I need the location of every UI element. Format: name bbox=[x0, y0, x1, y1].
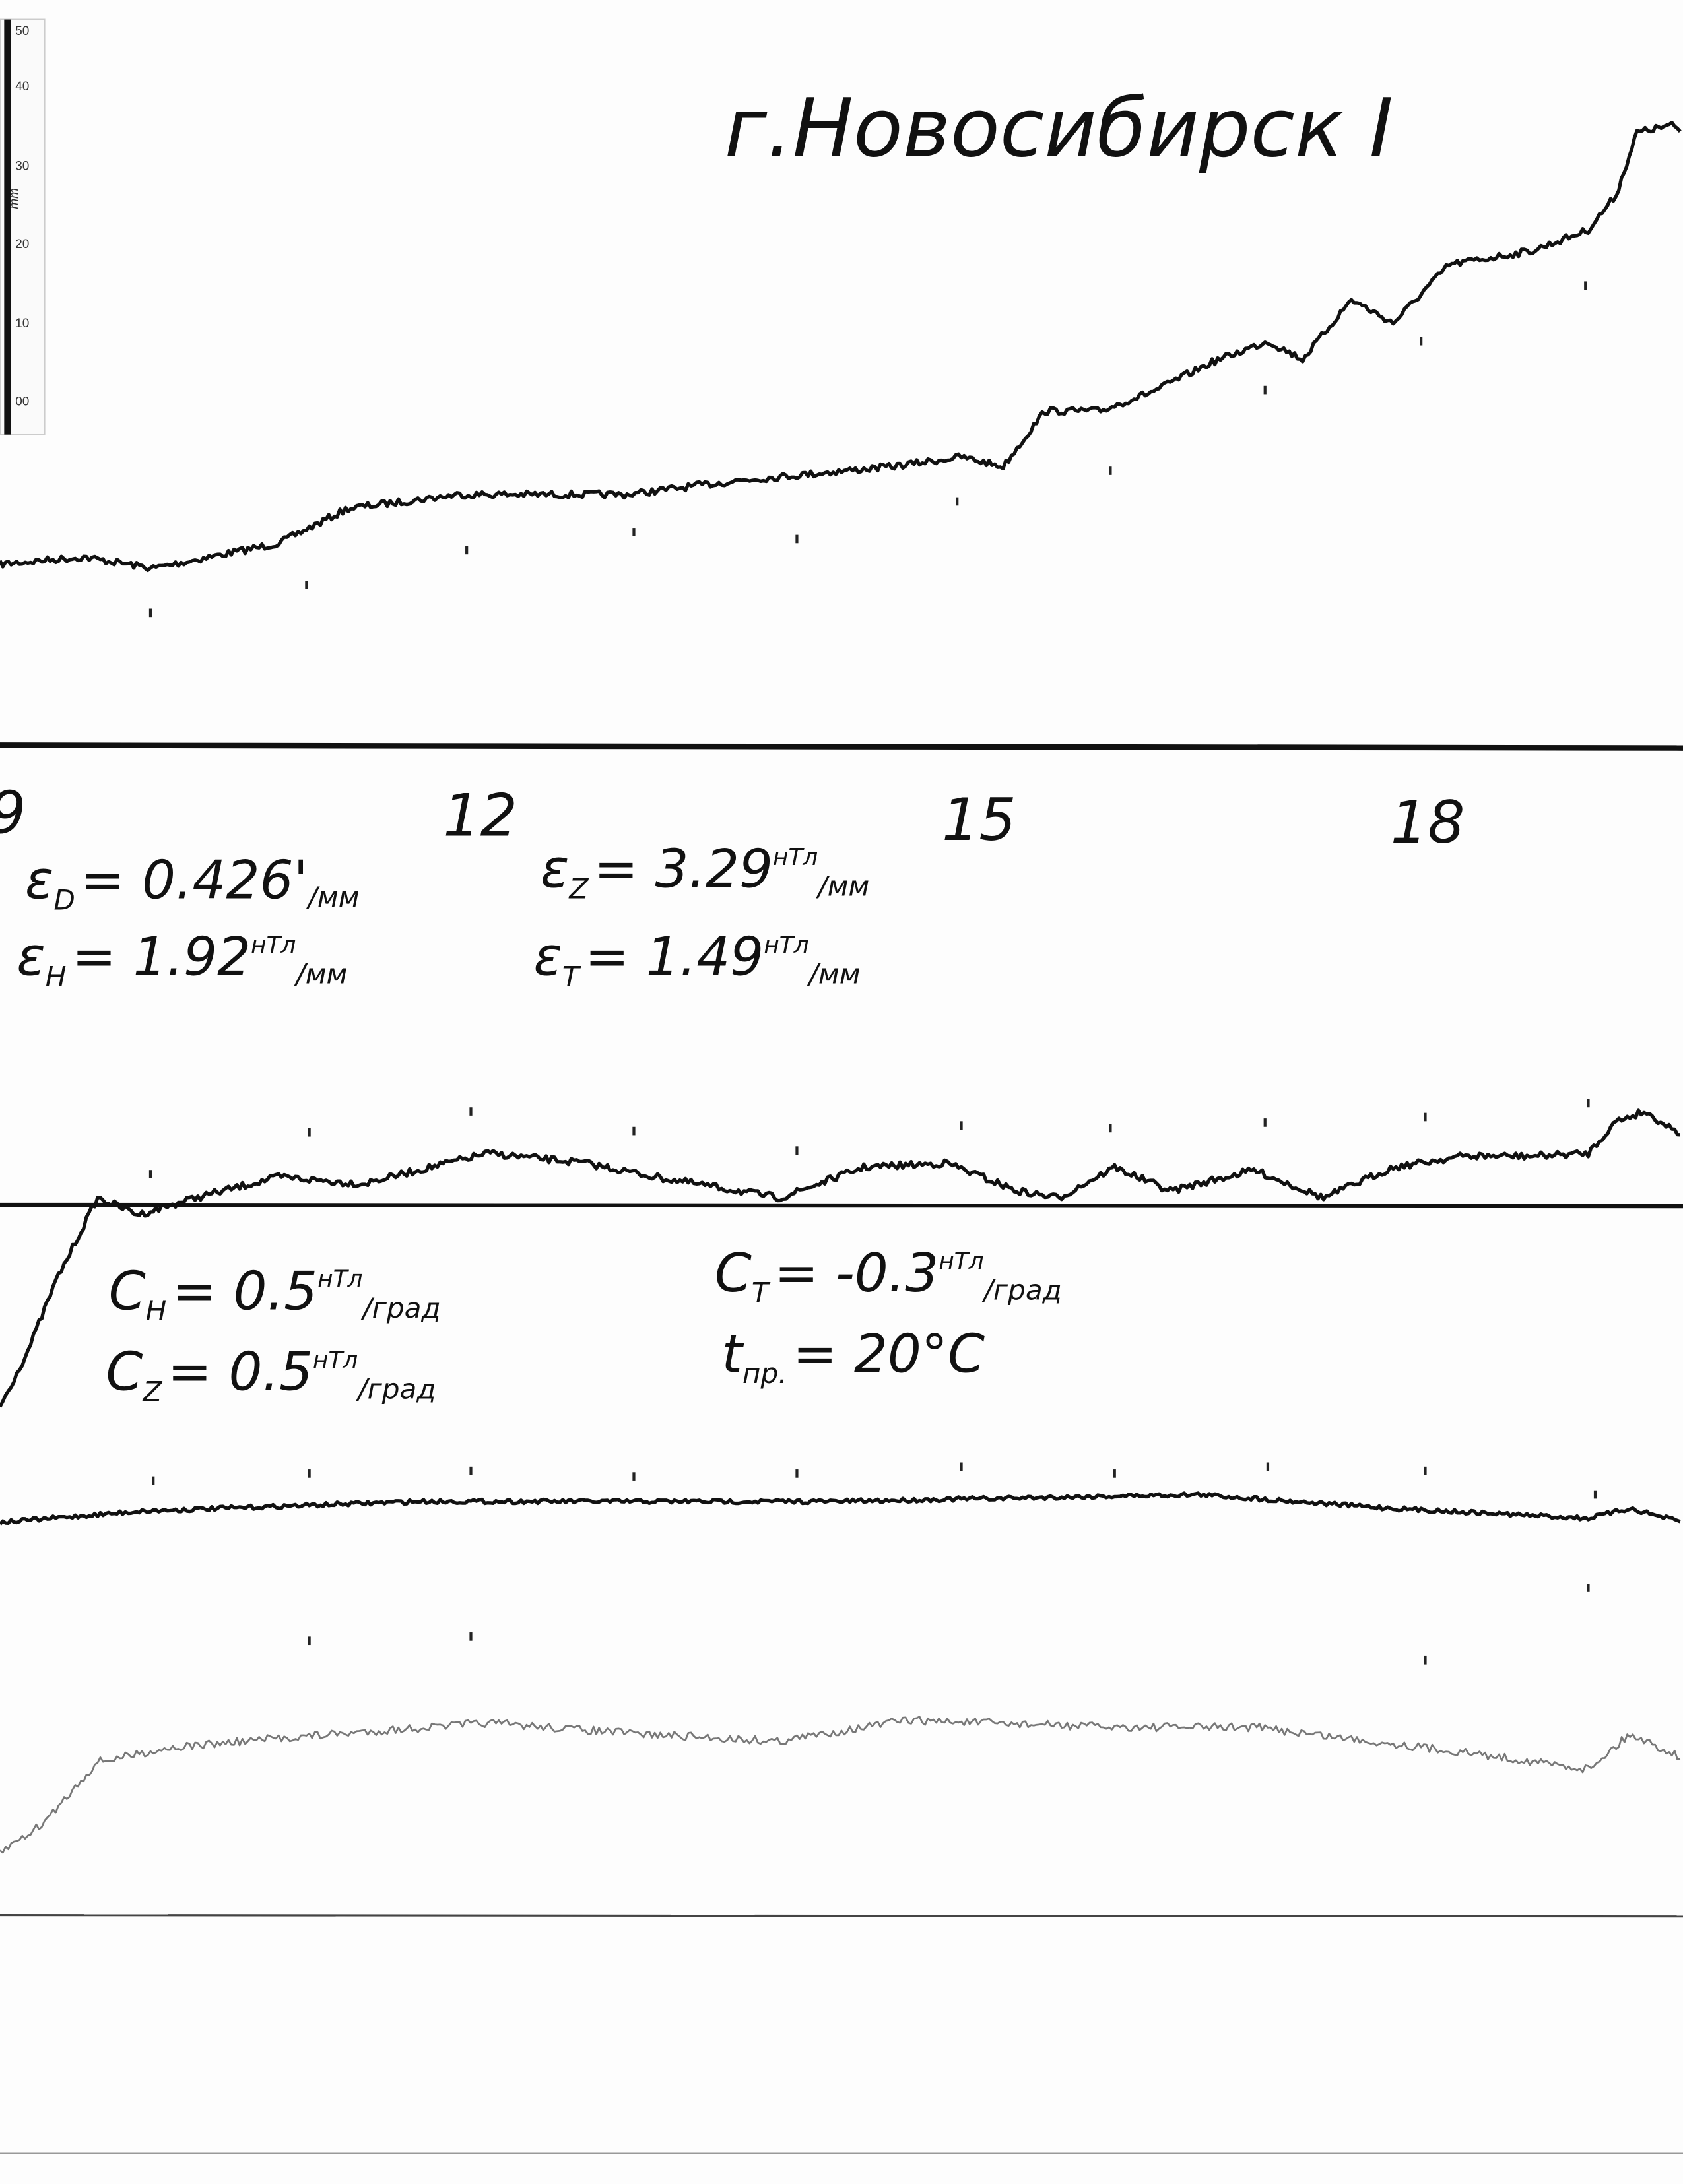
formula: CZ = 0.5нТл/град bbox=[106, 1341, 436, 1408]
formula-value: = -0.3 bbox=[774, 1242, 939, 1304]
formula-symbol: t bbox=[721, 1323, 744, 1384]
formula-unit-top: нТл bbox=[313, 1347, 358, 1374]
formula-subscript: пр. bbox=[742, 1357, 787, 1390]
trace bbox=[0, 120, 1682, 573]
formula-symbol: C bbox=[109, 1260, 146, 1322]
formula-value: = 1.49 bbox=[585, 926, 764, 988]
formula-value: = 3.29 bbox=[594, 839, 773, 900]
ruler-label: 00 bbox=[15, 395, 29, 408]
formula-value: = 0.5 bbox=[172, 1260, 317, 1322]
formula-symbol: C bbox=[715, 1242, 752, 1304]
trace bbox=[0, 1108, 1680, 1408]
title: г.Новосибирск I bbox=[725, 80, 1393, 175]
formula-symbol: ε bbox=[541, 839, 569, 900]
ruler-label: 20 bbox=[15, 238, 29, 251]
ruler-label: 30 bbox=[15, 160, 29, 174]
ruler-label: 10 bbox=[15, 317, 29, 331]
formula-subscript: H bbox=[46, 961, 67, 993]
formula-unit-top: нТл bbox=[764, 932, 808, 959]
formula-unit-bottom: /град bbox=[355, 1372, 436, 1405]
hour-label: 18 bbox=[1391, 788, 1465, 856]
trace bbox=[0, 1716, 1681, 1854]
formula-unit-bottom: /мм bbox=[293, 957, 347, 990]
formula-subscript: D bbox=[53, 883, 75, 916]
formula-symbol: ε bbox=[25, 850, 53, 911]
formula-subscript: H bbox=[146, 1295, 167, 1327]
formula-unit-top: нТл bbox=[939, 1248, 983, 1275]
separator bbox=[0, 742, 1683, 751]
formula: CT = -0.3нТл/град bbox=[715, 1242, 1062, 1309]
ruler-unit: mm bbox=[7, 188, 21, 209]
formula-unit-bottom: /мм bbox=[306, 881, 360, 913]
ruler-bar bbox=[4, 19, 11, 435]
formula-subscript: T bbox=[752, 1277, 771, 1309]
formula-unit-bottom: /град bbox=[981, 1274, 1062, 1306]
formula-value: = 20°C bbox=[793, 1323, 985, 1384]
formula-unit-bottom: /град bbox=[360, 1292, 440, 1324]
hour-label: 9 bbox=[0, 779, 26, 847]
formula-unit-bottom: /мм bbox=[807, 957, 861, 990]
trace bbox=[0, 1491, 1681, 1526]
formula-value: = 0.5 bbox=[168, 1341, 313, 1403]
formula: tпр. = 20°C bbox=[721, 1323, 985, 1390]
formula-unit-top: нТл bbox=[773, 844, 818, 871]
formula-subscript: Z bbox=[142, 1376, 162, 1408]
formula-unit-top: нТл bbox=[251, 932, 296, 959]
baseline bbox=[0, 1913, 1683, 1918]
formula-value: = 1.92 bbox=[72, 926, 251, 988]
ruler-label: 40 bbox=[15, 80, 29, 94]
formula-unit-bottom: /мм bbox=[815, 870, 869, 902]
formula: CH = 0.5нТл/град bbox=[109, 1260, 441, 1327]
ruler-label: 50 bbox=[15, 24, 29, 38]
hour-label: 12 bbox=[443, 782, 517, 850]
hour-label: 15 bbox=[942, 786, 1016, 854]
formula-subscript: T bbox=[562, 961, 581, 993]
formula-value: = 0.426' bbox=[81, 850, 308, 911]
formula-subscript: Z bbox=[568, 873, 589, 905]
formula-unit-top: нТл bbox=[317, 1266, 362, 1293]
formula: εT = 1.49нТл/мм bbox=[533, 926, 860, 993]
formula-symbol: ε bbox=[533, 926, 562, 988]
formula-symbol: C bbox=[106, 1341, 143, 1403]
formula: εH = 1.92нТл/мм bbox=[16, 926, 347, 993]
formula-symbol: ε bbox=[16, 926, 45, 988]
formula: εZ = 3.29нТл/мм bbox=[541, 839, 869, 905]
formula: εD = 0.426'/мм bbox=[25, 850, 360, 916]
separator bbox=[0, 1202, 1683, 1209]
